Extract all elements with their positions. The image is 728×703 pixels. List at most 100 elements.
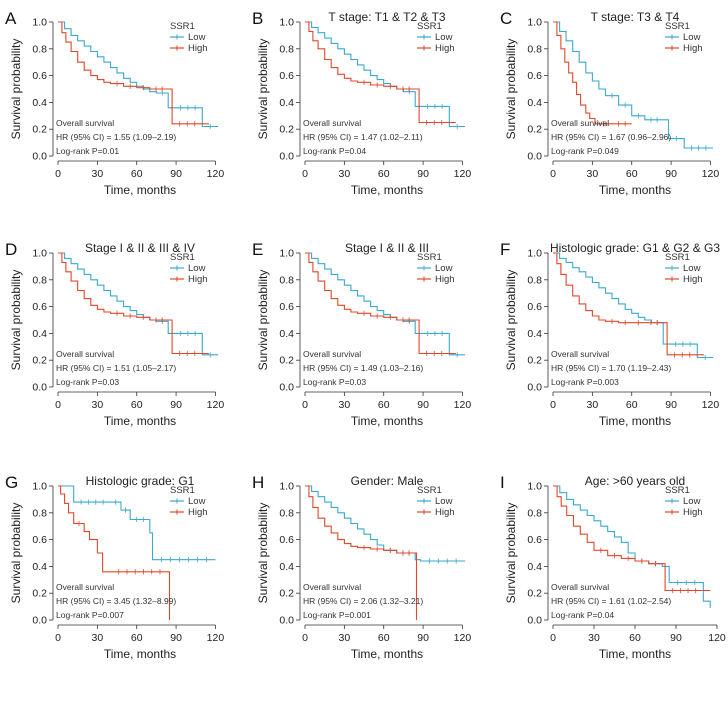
x-tick-label: 120 <box>207 632 225 644</box>
y-tick-label: 0.0 <box>32 151 47 163</box>
annotation-2: Log-rank P=0.003 <box>551 377 619 387</box>
y-tick-label: 0.6 <box>279 534 294 546</box>
series-low-curve <box>58 21 219 128</box>
panel-H: H Gender: Male 0.0 0.2 0.4 0.6 0.8 1.0 0 30 60 90 12… <box>252 473 471 661</box>
y-tick-label: 0.4 <box>32 328 47 340</box>
annotation-0: Overall survival <box>551 349 609 359</box>
x-tick-label: 90 <box>417 399 429 411</box>
annotation-0: Overall survival <box>56 582 114 592</box>
legend-item-low: Low <box>188 32 206 43</box>
x-tick-label: 60 <box>378 632 390 644</box>
legend-title: SSR1 <box>665 252 690 263</box>
y-tick-label: 0.0 <box>527 151 542 163</box>
y-tick-label: 0.8 <box>279 274 294 286</box>
y-tick-label: 1.0 <box>32 481 47 493</box>
x-tick-label: 30 <box>92 399 104 411</box>
annotation-2: Log-rank P=0.007 <box>56 610 124 620</box>
series-low-curve <box>305 21 466 128</box>
legend-item-low: Low <box>435 32 453 43</box>
annotation-1: HR (95% CI) = 1.51 (1.05–2.17) <box>56 363 176 373</box>
panel-B: B T stage: T1 & T2 & T3 0.0 0.2 0.4 0.6 0.8 1.0… <box>252 9 471 197</box>
y-axis-label: Survival probability <box>9 503 23 604</box>
x-axis-label: Time, months <box>104 183 176 197</box>
panel-letter: B <box>252 9 263 28</box>
legend-item-high: High <box>188 43 208 54</box>
x-tick-label: 60 <box>131 168 143 180</box>
panel-title: Histologic grade: G1 <box>86 474 195 488</box>
legend-item-high: High <box>188 274 208 285</box>
y-tick-label: 0.2 <box>527 124 542 136</box>
y-axis-label: Survival probability <box>504 270 518 371</box>
y-tick-label: 0.6 <box>279 301 294 313</box>
x-tick-label: 120 <box>454 168 472 180</box>
x-tick-label: 60 <box>626 168 638 180</box>
y-tick-label: 0.4 <box>32 97 47 109</box>
panel-title: T stage: T3 & T4 <box>591 10 680 24</box>
y-axis-label: Survival probability <box>9 270 23 371</box>
x-tick-label: 30 <box>92 632 104 644</box>
x-tick-label: 0 <box>55 632 61 644</box>
annotation-0: Overall survival <box>303 118 361 128</box>
y-tick-label: 1.0 <box>527 17 542 29</box>
y-tick-label: 0.4 <box>279 328 294 340</box>
x-tick-label: 90 <box>170 399 182 411</box>
legend-title: SSR1 <box>417 21 442 32</box>
series-high-curve <box>553 252 704 356</box>
y-tick-label: 0.0 <box>279 615 294 627</box>
y-tick-label: 0.2 <box>527 355 542 367</box>
legend-item-high: High <box>683 274 703 285</box>
x-tick-label: 60 <box>131 632 143 644</box>
y-tick-label: 0.2 <box>32 124 47 136</box>
y-axis-label: Survival probability <box>504 503 518 604</box>
panel-letter: A <box>5 9 17 28</box>
panel-I: I Age: >60 years old 0.0 0.2 0.4 0.6 0.8 1.0 0 30… <box>500 473 726 661</box>
x-axis-label: Time, months <box>351 414 423 428</box>
legend-title: SSR1 <box>665 21 690 32</box>
y-axis-label: Survival probability <box>256 39 270 140</box>
x-axis-label: Time, months <box>599 647 671 661</box>
x-axis-label: Time, months <box>599 183 671 197</box>
y-tick-label: 0.8 <box>32 507 47 519</box>
series-high-curve <box>58 21 209 125</box>
y-tick-label: 0.6 <box>527 70 542 82</box>
annotation-2: Log-rank P=0.001 <box>303 610 371 620</box>
y-tick-label: 0.2 <box>527 588 542 600</box>
x-tick-label: 30 <box>587 168 599 180</box>
x-tick-label: 120 <box>702 168 720 180</box>
series-high-curve <box>58 252 209 355</box>
y-tick-label: 0.6 <box>32 534 47 546</box>
y-tick-label: 0.2 <box>279 588 294 600</box>
annotation-0: Overall survival <box>303 349 361 359</box>
y-axis-label: Survival probability <box>256 270 270 371</box>
y-tick-label: 0.0 <box>279 382 294 394</box>
x-tick-label: 90 <box>665 399 677 411</box>
y-tick-label: 1.0 <box>279 481 294 493</box>
legend-item-low: Low <box>435 263 453 274</box>
y-tick-label: 1.0 <box>279 17 294 29</box>
legend-item-high: High <box>435 507 455 518</box>
y-tick-label: 0.4 <box>527 97 542 109</box>
legend-title: SSR1 <box>417 252 442 263</box>
y-tick-label: 0.2 <box>279 124 294 136</box>
x-tick-label: 0 <box>550 632 556 644</box>
y-tick-label: 0.4 <box>279 561 294 573</box>
y-tick-label: 0.4 <box>279 97 294 109</box>
annotation-2: Log-rank P=0.03 <box>56 377 119 387</box>
y-tick-label: 0.4 <box>527 328 542 340</box>
y-tick-label: 0.8 <box>527 274 542 286</box>
legend-title: SSR1 <box>170 252 195 263</box>
x-tick-label: 90 <box>170 168 182 180</box>
series-low-curve <box>58 252 219 356</box>
x-axis-label: Time, months <box>599 414 671 428</box>
panel-title: Histologic grade: G1 & G2 & G3 <box>550 241 720 255</box>
legend-title: SSR1 <box>170 485 195 496</box>
panel-title: Stage I & II & III <box>345 241 429 255</box>
panel-letter: F <box>500 240 510 259</box>
panel-D: D Stage I & II & III & IV 0.0 0.2 0.4 0.6 0.8 1… <box>5 240 224 428</box>
annotation-0: Overall survival <box>551 118 609 128</box>
annotation-0: Overall survival <box>551 582 609 592</box>
y-tick-label: 0.0 <box>32 382 47 394</box>
y-tick-label: 0.6 <box>527 534 542 546</box>
series-high-curve <box>305 252 456 355</box>
annotation-0: Overall survival <box>56 349 114 359</box>
